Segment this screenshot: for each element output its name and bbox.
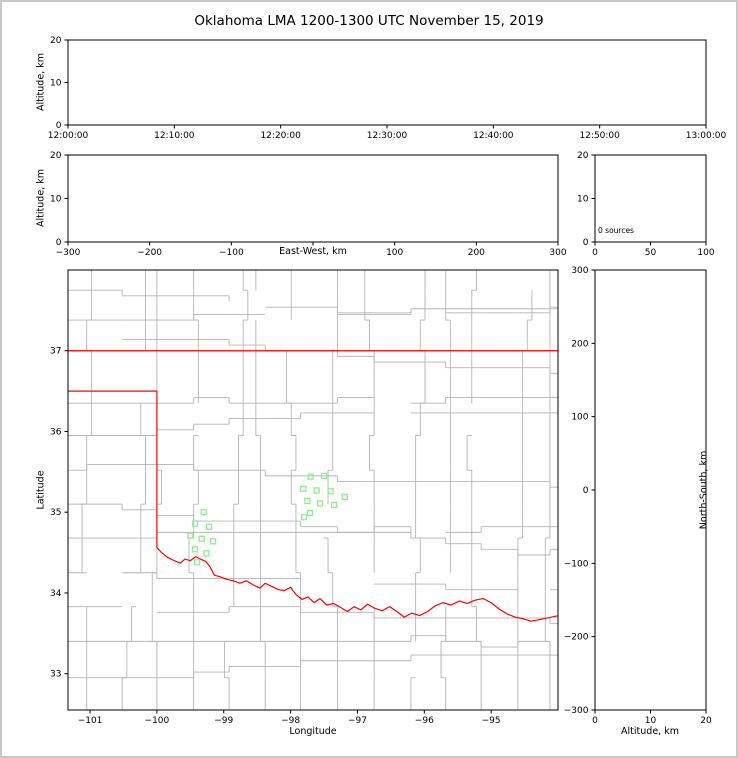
station-marker (191, 546, 199, 553)
tick-label: −300 (564, 706, 589, 716)
tick-label: 20 (700, 716, 712, 726)
state-border (68, 350, 558, 622)
plan-view-ylabel: Latitude (35, 470, 47, 510)
tick-label: 33 (50, 670, 61, 680)
panel-border (67, 269, 559, 711)
panel-border (594, 269, 707, 711)
station-markers (187, 472, 348, 566)
tick-label: 100 (571, 413, 588, 423)
station-marker (300, 485, 307, 492)
tick-label: −101 (78, 716, 103, 726)
tick-label: 100 (697, 248, 714, 258)
panel-border (67, 39, 707, 126)
panel-time-height: 12:00:00 12:10:00 12:20:00 12:30:00 12:40:00… (48, 36, 727, 141)
station-marker (193, 559, 201, 566)
station-marker (307, 473, 314, 480)
station-marker (327, 488, 334, 495)
ew-height-ylabel: Altitude, km (35, 169, 47, 227)
ew-height-xlabel: East-West, km (279, 246, 347, 257)
tick-label: 0 (583, 238, 589, 248)
tick-label: −95 (482, 716, 501, 726)
tick-label: 10 (645, 716, 657, 726)
station-marker (304, 497, 311, 505)
panel-ew-height: −300 −200 −100 100 200 300 0 10 20 (50, 151, 567, 258)
tick-label: 12:10:00 (154, 131, 195, 141)
plan-view-xlabel: Longitude (289, 726, 337, 737)
tick-label: 0 (56, 121, 62, 131)
tick-label: −100 (219, 248, 244, 258)
ns-height-ylabel: North-South, km (698, 450, 710, 530)
station-marker (191, 520, 199, 527)
tick-label: 12:50:00 (579, 131, 620, 141)
tick-label: 10 (577, 195, 589, 205)
tick-label: 200 (468, 248, 485, 258)
tick-label: −100 (564, 559, 589, 569)
station-marker (203, 550, 210, 557)
tick-label: 12:00:00 (48, 131, 89, 141)
red-river-border-line (156, 547, 558, 622)
tick-label: 10 (50, 79, 62, 89)
station-marker (306, 509, 314, 517)
tick-label: −96 (415, 716, 434, 726)
tick-label: 20 (50, 36, 62, 46)
tick-label: −98 (281, 716, 300, 726)
station-marker (187, 532, 194, 539)
station-marker (320, 472, 328, 480)
tick-label: −300 (56, 248, 81, 258)
panel-border (67, 154, 559, 243)
station-marker (316, 500, 324, 507)
tick-label: −99 (214, 716, 233, 726)
ns-height-xlabel: Altitude, km (621, 726, 679, 737)
tick-label: 300 (571, 266, 588, 276)
station-marker (209, 538, 217, 545)
tick-label: 300 (549, 248, 566, 258)
tick-label: 10 (50, 195, 62, 205)
tick-label: 0 (592, 248, 598, 258)
panhandle-border-line (68, 390, 158, 548)
station-marker (200, 509, 207, 516)
panel-source-histogram: 0 50 100 0 10 20 (577, 151, 715, 258)
county-lines (68, 270, 558, 710)
tick-label: 200 (571, 339, 588, 349)
tick-label: 20 (577, 151, 589, 161)
station-marker (300, 513, 308, 521)
panel-plan-view: −101 −100 −99 −98 −97 −96 −95 33 34 35 36 37 (50, 269, 559, 726)
tick-label: 12:30:00 (367, 131, 408, 141)
tick-label: 0 (583, 486, 589, 496)
station-marker (341, 493, 348, 501)
tick-label: 12:40:00 (473, 131, 514, 141)
tick-label: 0 (592, 716, 598, 726)
tick-label: −200 (564, 633, 589, 643)
station-marker (330, 501, 338, 509)
tick-label: −200 (137, 248, 162, 258)
tick-label: −97 (348, 716, 367, 726)
panel-ns-height: 0 10 20 300 200 100 0 −100 −200 −300 (564, 266, 712, 726)
tick-label: 12:20:00 (260, 131, 301, 141)
tick-label: 20 (50, 151, 62, 161)
map-layer (68, 270, 558, 710)
tick-label: 34 (50, 589, 62, 599)
tick-label: 100 (386, 248, 403, 258)
station-marker (205, 523, 213, 530)
tick-label: 35 (50, 508, 61, 518)
tick-label: 13:00:00 (686, 131, 727, 141)
tick-label: 50 (645, 248, 657, 258)
time-height-ylabel: Altitude, km (35, 53, 47, 111)
figure-title: Oklahoma LMA 1200-1300 UTC November 15, … (194, 13, 544, 29)
station-marker (198, 535, 205, 542)
tick-label: 37 (50, 347, 61, 357)
tick-label: −100 (145, 716, 170, 726)
tick-label: 0 (56, 238, 62, 248)
tick-label: 36 (50, 427, 62, 437)
sources-count-label: 0 sources (598, 226, 634, 235)
station-marker (313, 487, 320, 494)
